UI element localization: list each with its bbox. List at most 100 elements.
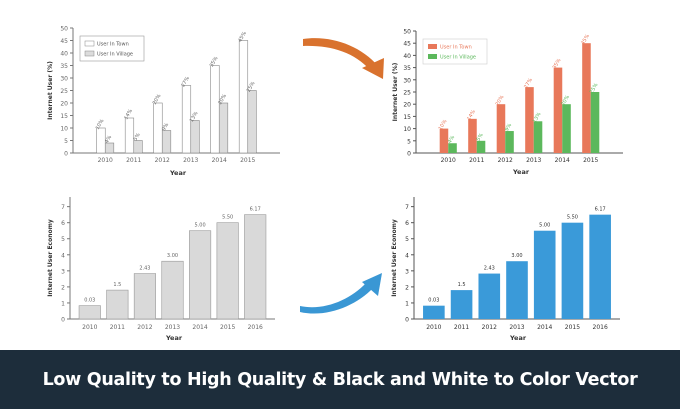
- x-tick-label: 2014: [212, 157, 227, 164]
- bar: [133, 273, 156, 320]
- data-label: 5.00: [539, 223, 550, 229]
- y-tick-label: 7: [61, 204, 65, 211]
- banner-text: Low Quality to High Quality & Black and …: [42, 369, 638, 390]
- bar: [450, 290, 473, 319]
- x-tick-label: 2016: [593, 324, 608, 331]
- x-tick-label: 2015: [583, 157, 598, 164]
- blue-arrow-icon: [300, 273, 382, 314]
- banner: Low Quality to High Quality & Black and …: [0, 350, 680, 409]
- y-tick-label: 20: [403, 102, 411, 109]
- data-label: 9%: [161, 122, 170, 132]
- legend-swatch: [84, 50, 95, 57]
- bar-village: [247, 90, 257, 154]
- legend-swatch: [84, 40, 95, 47]
- x-axis-label: Year: [165, 334, 183, 342]
- data-label: 6.17: [250, 207, 261, 213]
- data-label: 14%: [123, 108, 134, 121]
- y-tick-label: 5: [407, 138, 411, 145]
- x-tick-label: 2010: [82, 324, 97, 331]
- x-axis-label: Year: [512, 168, 530, 176]
- bar-town: [124, 117, 135, 154]
- y-tick-label: 1: [61, 300, 65, 307]
- y-tick-label: 4: [405, 252, 409, 259]
- data-label: 3.00: [167, 253, 178, 259]
- y-tick-label: 2: [61, 284, 65, 291]
- y-tick-label: 45: [60, 38, 68, 45]
- y-tick-label: 6: [61, 220, 65, 227]
- data-label: 5.50: [567, 215, 578, 221]
- data-label: 20%: [152, 93, 163, 106]
- data-label: 13%: [189, 110, 200, 123]
- x-tick-label: 2010: [426, 324, 441, 331]
- y-tick-label: 15: [403, 114, 411, 121]
- bar-town: [582, 43, 591, 154]
- data-label: 35%: [552, 58, 563, 71]
- data-label: 6.17: [595, 207, 606, 213]
- bar-village: [505, 131, 514, 153]
- x-tick-label: 2011: [126, 157, 141, 164]
- data-label: 5.50: [222, 215, 233, 221]
- legend-box: [79, 35, 145, 62]
- x-tick-label: 2015: [240, 157, 255, 164]
- data-label: 45%: [237, 30, 248, 43]
- bar: [189, 230, 212, 320]
- color-single-chart: 0 1 2 3 4 5 6 7 Internet User Economy Year 0.03 201…: [391, 197, 620, 342]
- y-tick-label: 40: [403, 53, 411, 60]
- data-label: 4%: [104, 134, 113, 144]
- x-tick-label: 2015: [220, 324, 235, 331]
- data-label: 2.43: [484, 266, 495, 272]
- x-tick-label: 2014: [555, 157, 570, 164]
- bar-village: [218, 102, 229, 154]
- y-tick-label: 2: [405, 284, 409, 291]
- bar-village: [104, 142, 115, 154]
- bar-village: [161, 130, 172, 154]
- data-label: 20%: [217, 93, 228, 106]
- bar: [561, 222, 584, 319]
- data-label: 27%: [523, 77, 534, 90]
- data-label: 0.03: [428, 298, 439, 304]
- bar: [216, 222, 239, 320]
- data-label: 3.00: [511, 253, 522, 259]
- y-tick-label: 30: [60, 76, 68, 83]
- bar-village: [590, 92, 600, 153]
- y-axis-label: Internet User (%): [47, 61, 54, 120]
- x-tick-label: 2011: [469, 157, 484, 164]
- bar: [506, 261, 528, 319]
- data-label: 25%: [246, 80, 257, 93]
- data-label: 2.43: [139, 266, 150, 272]
- bar-village: [562, 104, 571, 153]
- y-tick-label: 30: [403, 77, 411, 84]
- data-label: 5%: [476, 132, 485, 142]
- y-tick-label: 0: [64, 151, 68, 158]
- x-tick-label: 2013: [509, 324, 524, 331]
- data-label: 35%: [209, 55, 220, 68]
- x-tick-label: 2010: [441, 157, 456, 164]
- data-label: 1.5: [113, 282, 121, 288]
- x-tick-label: 2012: [155, 157, 170, 164]
- x-tick-label: 2012: [482, 324, 497, 331]
- bar-town: [153, 102, 163, 154]
- y-tick-label: 50: [60, 26, 68, 33]
- x-tick-label: 2013: [183, 157, 198, 164]
- y-tick-label: 20: [60, 101, 68, 108]
- y-tick-label: 1: [405, 300, 409, 307]
- y-tick-label: 4: [61, 252, 65, 259]
- bar-town: [439, 128, 449, 153]
- y-tick-label: 25: [60, 88, 68, 95]
- y-axis-label: Internet User Economy: [391, 219, 398, 297]
- bar-village: [476, 140, 486, 153]
- orange-arrow-icon: [303, 38, 384, 79]
- x-tick-label: 2012: [498, 157, 513, 164]
- color-grouped-chart: 0 5 10 15 20 25 30 35 40 45 50 Internet User (%) Yea…: [392, 29, 623, 176]
- y-tick-label: 5: [64, 138, 68, 145]
- data-label: 0.03: [84, 298, 95, 304]
- data-label: 45%: [580, 33, 591, 46]
- x-tick-label: 2011: [454, 324, 469, 331]
- x-tick-label: 2011: [110, 324, 125, 331]
- legend-swatch: [428, 44, 437, 49]
- y-tick-label: 50: [403, 29, 411, 36]
- data-label: 25%: [589, 82, 600, 95]
- bar: [78, 305, 101, 320]
- y-tick-label: 10: [60, 126, 68, 133]
- y-tick-label: 5: [405, 236, 409, 243]
